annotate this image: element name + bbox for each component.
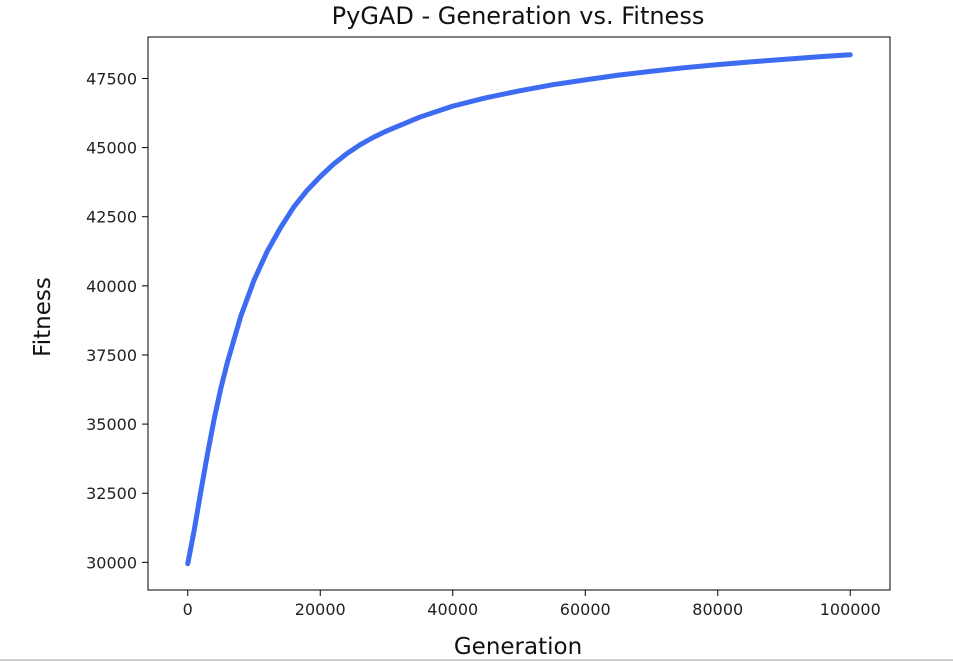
y-tick-label: 32500 — [86, 484, 137, 503]
y-tick-label: 30000 — [86, 553, 137, 572]
y-tick-label: 37500 — [86, 346, 137, 365]
y-tick-label: 40000 — [86, 277, 137, 296]
x-tick-label: 80000 — [692, 600, 743, 619]
x-tick-label: 0 — [183, 600, 193, 619]
y-tick-label: 45000 — [86, 139, 137, 158]
bottom-border — [0, 659, 953, 661]
y-axis-label: Fitness — [30, 277, 56, 357]
series-line-0 — [185, 52, 853, 567]
x-axis-ticks: 0 20000 40000 60000 80000 100000 — [183, 590, 881, 619]
y-tick-label: 42500 — [86, 208, 137, 227]
y-tick-label: 47500 — [86, 69, 137, 88]
x-tick-label: 100000 — [820, 600, 881, 619]
plot-frame — [147, 36, 891, 591]
x-tick-label: 40000 — [427, 600, 478, 619]
x-tick-label: 60000 — [560, 600, 611, 619]
chart-title: PyGAD - Generation vs. Fitness — [332, 2, 705, 30]
series-layer — [185, 52, 853, 567]
x-tick-label: 20000 — [295, 600, 346, 619]
y-tick-label: 35000 — [86, 415, 137, 434]
y-axis-ticks: 30000 32500 35000 37500 40000 42500 45000 47500 — [86, 69, 148, 572]
x-axis-label: Generation — [454, 634, 582, 660]
